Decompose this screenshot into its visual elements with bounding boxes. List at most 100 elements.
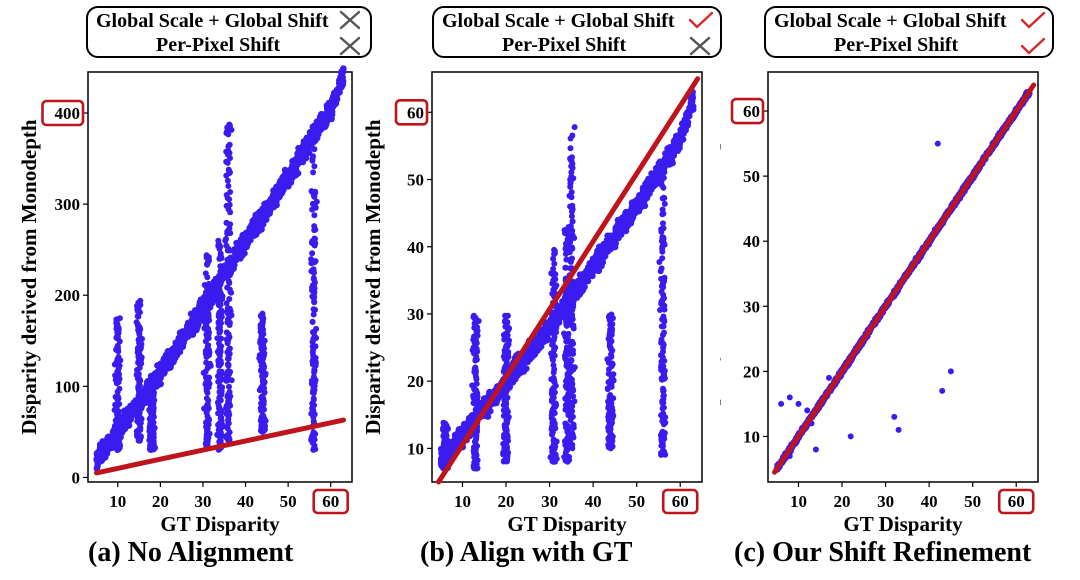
- data-point: [136, 324, 143, 331]
- y-tick-label: 100: [55, 377, 81, 396]
- data-point: [472, 322, 479, 328]
- data-point: [224, 425, 231, 432]
- data-point: [204, 413, 211, 420]
- data-point: [194, 315, 202, 323]
- panel-a: Global Scale + Global Shift Per-Pixel Sh…: [0, 0, 372, 580]
- data-point: [226, 368, 233, 375]
- data-point: [309, 284, 316, 291]
- scatter-points: [93, 65, 347, 472]
- data-point: [550, 255, 557, 262]
- data-point: [536, 336, 544, 344]
- data-point: [569, 445, 576, 452]
- data-point: [205, 374, 212, 381]
- data-point: [455, 426, 463, 433]
- data-point: [137, 340, 144, 347]
- data-point: [550, 357, 556, 364]
- data-point: [225, 376, 232, 382]
- data-point: [261, 345, 267, 352]
- data-point: [113, 319, 120, 326]
- data-point: [471, 386, 478, 393]
- data-point: [504, 319, 511, 326]
- data-point: [223, 242, 230, 249]
- data-point: [473, 452, 480, 459]
- data-point: [309, 123, 317, 131]
- data-point: [503, 331, 510, 338]
- data-point: [503, 427, 510, 434]
- data-point: [569, 232, 576, 239]
- data-point: [225, 361, 232, 368]
- data-point: [473, 380, 480, 387]
- data-point: [607, 312, 614, 319]
- data-point: [205, 342, 212, 349]
- data-point: [577, 288, 584, 296]
- data-point: [217, 424, 224, 431]
- data-point: [224, 159, 231, 166]
- data-point: [309, 377, 315, 384]
- data-point: [606, 339, 613, 346]
- data-point: [224, 307, 231, 314]
- data-point: [328, 106, 336, 113]
- data-point: [563, 256, 570, 263]
- data-point: [217, 290, 224, 297]
- y-tick-label: 400: [55, 104, 81, 123]
- data-point: [661, 329, 667, 336]
- data-point: [309, 349, 316, 356]
- data-point: [568, 322, 575, 329]
- data-point: [138, 360, 145, 367]
- data-point: [503, 417, 510, 424]
- data-point: [567, 145, 574, 152]
- legend-row-perpixel: Per-Pixel Shift: [156, 34, 281, 56]
- data-point: [610, 395, 617, 402]
- data-point: [114, 368, 121, 375]
- data-point: [567, 368, 574, 375]
- data-point: [311, 442, 318, 449]
- data-point: [296, 154, 303, 161]
- data-point: [224, 404, 231, 411]
- data-point: [307, 136, 315, 143]
- data-point: [310, 200, 317, 207]
- data-point: [501, 397, 508, 404]
- data-point: [115, 437, 122, 444]
- data-point: [659, 206, 666, 213]
- data-point: [658, 288, 665, 295]
- data-point: [260, 428, 267, 434]
- data-point: [226, 322, 233, 328]
- data-point: [292, 162, 300, 169]
- x-tick-label: 40: [237, 492, 254, 511]
- data-point: [551, 445, 558, 452]
- data-point: [621, 218, 628, 225]
- data-point: [116, 315, 123, 322]
- data-point: [311, 366, 318, 373]
- data-point: [670, 152, 678, 159]
- data-point: [569, 245, 576, 252]
- data-point: [312, 188, 319, 195]
- data-point: [311, 436, 318, 443]
- data-point: [607, 445, 614, 452]
- data-point: [259, 313, 266, 320]
- data-point: [135, 372, 142, 379]
- data-point: [569, 338, 576, 345]
- data-point: [330, 89, 338, 97]
- data-point: [569, 401, 575, 408]
- data-point: [312, 306, 318, 313]
- data-point: [551, 260, 558, 267]
- data-point: [569, 218, 576, 225]
- data-point: [543, 336, 551, 344]
- data-point: [675, 141, 682, 149]
- data-point: [114, 344, 121, 351]
- data-point: [550, 351, 557, 358]
- legend-row-perpixel: Per-Pixel Shift: [502, 34, 627, 56]
- data-point: [566, 192, 573, 199]
- data-point: [567, 258, 574, 265]
- data-point: [203, 403, 210, 409]
- data-point: [174, 338, 181, 346]
- data-point: [297, 148, 305, 156]
- data-point: [258, 226, 265, 233]
- data-point: [550, 457, 557, 464]
- data-point: [310, 396, 317, 403]
- data-point: [471, 465, 478, 472]
- data-point: [510, 373, 517, 381]
- data-point: [550, 385, 557, 392]
- data-point: [569, 154, 575, 161]
- data-point: [565, 351, 571, 357]
